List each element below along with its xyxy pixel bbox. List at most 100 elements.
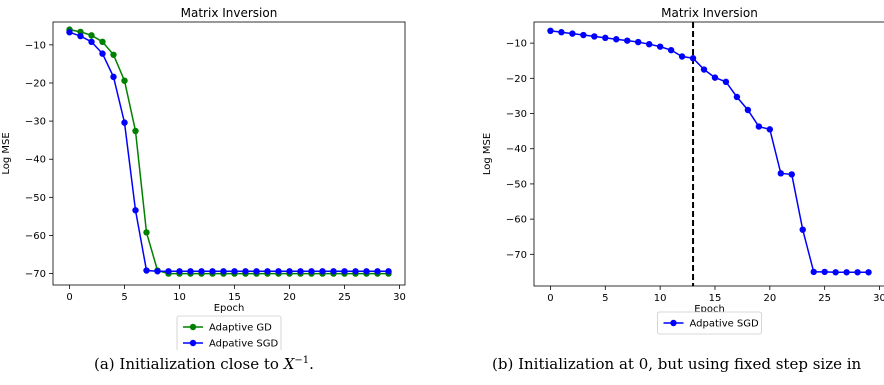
chart-0-series-1-point-25 <box>341 268 348 275</box>
panel-a: Matrix Inversion 0 5 10 15 20 25 30 −10 −20 −30 −40… <box>1 6 406 350</box>
chart-0-series-1-point-28 <box>374 268 381 275</box>
chart-1-ytick-label-6: −70 <box>506 250 527 261</box>
chart-0-title: Matrix Inversion <box>181 6 278 20</box>
chart-1-legend-label-0: Adpative SGD <box>690 319 760 330</box>
chart-0-series-1-line <box>69 31 389 273</box>
caption-a-math-exponent: −1 <box>294 355 310 366</box>
chart-1-series-0-point-23 <box>799 226 806 233</box>
chart-0-series-1-point-23 <box>319 268 326 275</box>
chart-1-series-0-point-4 <box>591 33 598 40</box>
chart-0-xtick-label-1: 5 <box>121 292 127 303</box>
chart-0-xtick-label-3: 15 <box>228 292 241 303</box>
chart-0-series-1-point-21 <box>297 268 304 275</box>
chart-1-xtick-label-1: 5 <box>602 293 608 304</box>
chart-1-xtick-label-4: 20 <box>763 293 776 304</box>
chart-0-series-1-point-6 <box>132 207 139 214</box>
chart-1-series-0-point-9 <box>645 40 653 48</box>
chart-1-series-0-point-0 <box>547 27 554 34</box>
chart-0-series-1-point-20 <box>286 268 293 275</box>
chart-1-series-0-point-8 <box>635 38 642 46</box>
caption-b: (b) Initialization at 0, but using fixed… <box>492 355 862 373</box>
chart-1-series-0-point-7 <box>624 37 631 44</box>
chart-1-ytick-label-1: −20 <box>506 74 527 85</box>
chart-0-ytick-label-0: −10 <box>25 40 46 51</box>
chart-1-series-0-point-28 <box>854 269 861 276</box>
chart-0-series-1-point-10 <box>176 268 183 275</box>
chart-0-series-1-point-13 <box>209 268 216 275</box>
chart-0-xtick-label-2: 10 <box>173 292 186 303</box>
chart-0-xtick-label-4: 20 <box>283 292 296 303</box>
chart-0-legend-box <box>176 315 282 350</box>
chart-0-xtick-label-5: 25 <box>338 292 351 303</box>
chart-1-series-0-point-16 <box>722 78 730 86</box>
chart-1-series-0-point-24 <box>810 268 817 276</box>
chart-0-series-1-point-29 <box>385 268 392 275</box>
chart-0-series-1-point-8 <box>154 268 161 275</box>
chart-1-xlabel: Epoch <box>694 304 725 315</box>
chart-1-series-0-point-19 <box>755 123 763 130</box>
chart-1-series-0-point-13 <box>689 55 697 62</box>
chart-0-series-0-line <box>69 28 389 275</box>
chart-0-series-1-point-18 <box>264 268 271 275</box>
chart-0-series-1-point-27 <box>363 268 370 275</box>
chart-0-xlabel: Epoch <box>214 303 245 314</box>
chart-1-ytick-label-2: −30 <box>506 109 527 120</box>
chart-1-ylabel: Log MSE <box>482 133 493 175</box>
chart-1-xtick-label-0: 0 <box>547 293 553 304</box>
figure: Matrix Inversion 0 5 10 15 20 25 30 −10 −20 −30 −40… <box>1 6 884 350</box>
chart-1-series-0-point-29 <box>865 269 872 276</box>
chart-0-series-0-point-3 <box>99 38 106 46</box>
chart-1-series-0-point-10 <box>656 43 664 50</box>
chart-1-legend-box <box>657 311 762 335</box>
chart-0-axes-frame <box>52 21 406 286</box>
chart-0-ylabel: Log MSE <box>1 132 12 174</box>
chart-1-ytick-label-3: −40 <box>506 144 527 155</box>
chart-0-series-1-point-5 <box>121 119 128 126</box>
chart-0-xtick-label-0: 0 <box>66 292 72 303</box>
chart-1-series-0-point-6 <box>613 36 620 43</box>
chart-1-xtick-label-6: 30 <box>873 293 884 304</box>
chart-0-series-1-point-1 <box>77 32 84 40</box>
caption-a: (a) Initialization close to X−1. <box>94 355 314 373</box>
chart-1-series-0-point-25 <box>821 268 828 276</box>
chart-1-series-0-point-27 <box>843 269 850 276</box>
chart-1-ytick-label-0: −10 <box>506 39 527 50</box>
chart-1-axes-frame <box>533 21 884 287</box>
chart-0-series-1-point-3 <box>99 50 106 57</box>
chart-1-series-0-line <box>550 30 869 274</box>
chart-0-xtick-label-6: 30 <box>393 292 406 303</box>
chart-0-series-1-point-24 <box>330 268 337 275</box>
chart-0-series-1-point-9 <box>165 268 172 275</box>
chart-1-series-0-point-17 <box>733 93 741 101</box>
caption-a-text: (a) Initialization close to <box>94 355 284 373</box>
chart-0-series-1-point-2 <box>88 38 95 46</box>
chart-1-title: Matrix Inversion <box>661 6 758 20</box>
chart-1-xtick-label-2: 10 <box>654 293 667 304</box>
chart-1-series-0-point-21 <box>777 170 784 177</box>
chart-1-series-0-point-2 <box>569 30 576 37</box>
chart-1-legend-marker-0 <box>670 319 677 327</box>
chart-1-series-0-point-11 <box>667 46 675 54</box>
chart-1-series-0-point-22 <box>788 171 795 178</box>
chart-1-xtick-label-5: 25 <box>818 293 831 304</box>
chart-0-legend-label-1: Adpative SGD <box>209 339 279 350</box>
chart-1-series-0-point-14 <box>700 66 708 73</box>
chart-0-series-0-point-2 <box>88 32 95 39</box>
chart-1-series-0-point-26 <box>832 269 839 276</box>
chart-0-series-1-point-7 <box>143 267 150 274</box>
chart-1-series-0-point-5 <box>602 34 609 42</box>
panel-b: Matrix Inversion 0 5 10 15 20 25 30 −10 −20 −30 −40… <box>482 6 884 335</box>
chart-0-series-1-point-11 <box>187 268 194 275</box>
chart-0-series-0-point-5 <box>121 77 128 84</box>
chart-0-series-1-point-19 <box>275 268 282 275</box>
caption-a-math-base: X <box>283 355 295 373</box>
chart-0-series-1-point-4 <box>110 73 117 81</box>
chart-1-xtick-label-3: 15 <box>709 293 722 304</box>
chart-0-series-1-point-12 <box>198 268 205 275</box>
chart-0-series-1-point-15 <box>231 268 238 275</box>
chart-0-legend-label-0: Adaptive GD <box>209 323 272 334</box>
chart-1-ytick-label-4: −50 <box>506 179 527 190</box>
chart-0-series-0-point-4 <box>110 51 117 58</box>
caption-a-math-suffix: . <box>309 355 314 373</box>
chart-0-series-1-point-0 <box>66 29 73 36</box>
